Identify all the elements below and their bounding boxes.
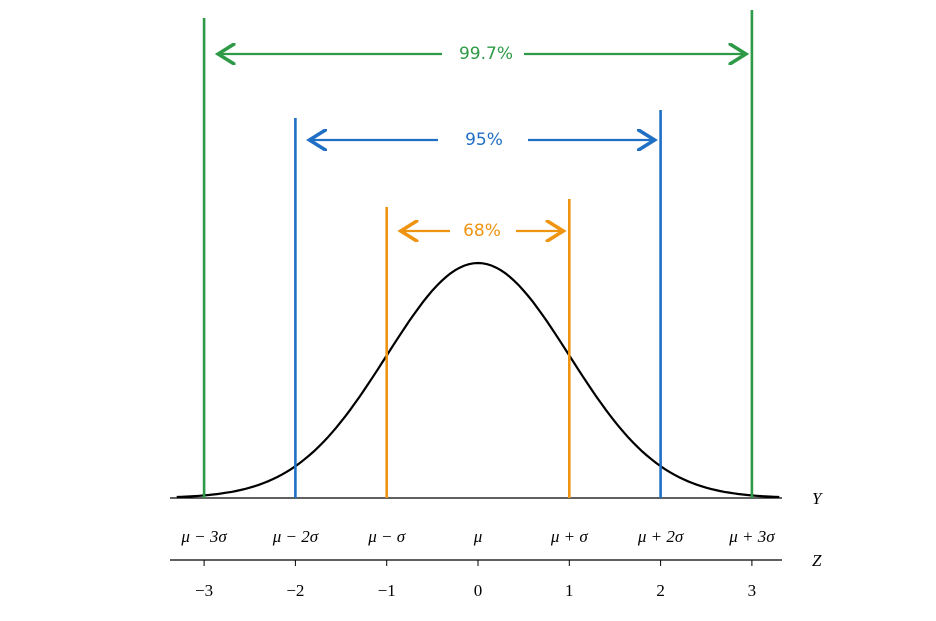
- z-tick-label: −3: [195, 581, 213, 600]
- y-tick-label: μ − σ: [367, 527, 406, 546]
- interval-label: 68%: [463, 221, 501, 241]
- z-tick-label: 1: [565, 581, 574, 600]
- interval-label: 95%: [465, 130, 503, 150]
- interval-label: 99.7%: [459, 44, 513, 64]
- z-axis-name: Z: [812, 551, 822, 570]
- y-tick-label: μ + σ: [550, 527, 589, 546]
- y-tick-label: μ − 2σ: [272, 527, 319, 546]
- y-tick-label: μ: [473, 527, 483, 546]
- z-tick-label: −2: [286, 581, 304, 600]
- y-tick-label: μ + 2σ: [637, 527, 684, 546]
- y-tick-label: μ + 3σ: [728, 527, 775, 546]
- z-tick-label: −1: [378, 581, 396, 600]
- z-tick-label: 2: [656, 581, 665, 600]
- y-tick-label: μ − 3σ: [180, 527, 227, 546]
- y-axis-name: Y: [812, 489, 823, 508]
- z-tick-label: 3: [748, 581, 757, 600]
- normal-curve: [176, 261, 780, 499]
- z-tick-label: 0: [474, 581, 483, 600]
